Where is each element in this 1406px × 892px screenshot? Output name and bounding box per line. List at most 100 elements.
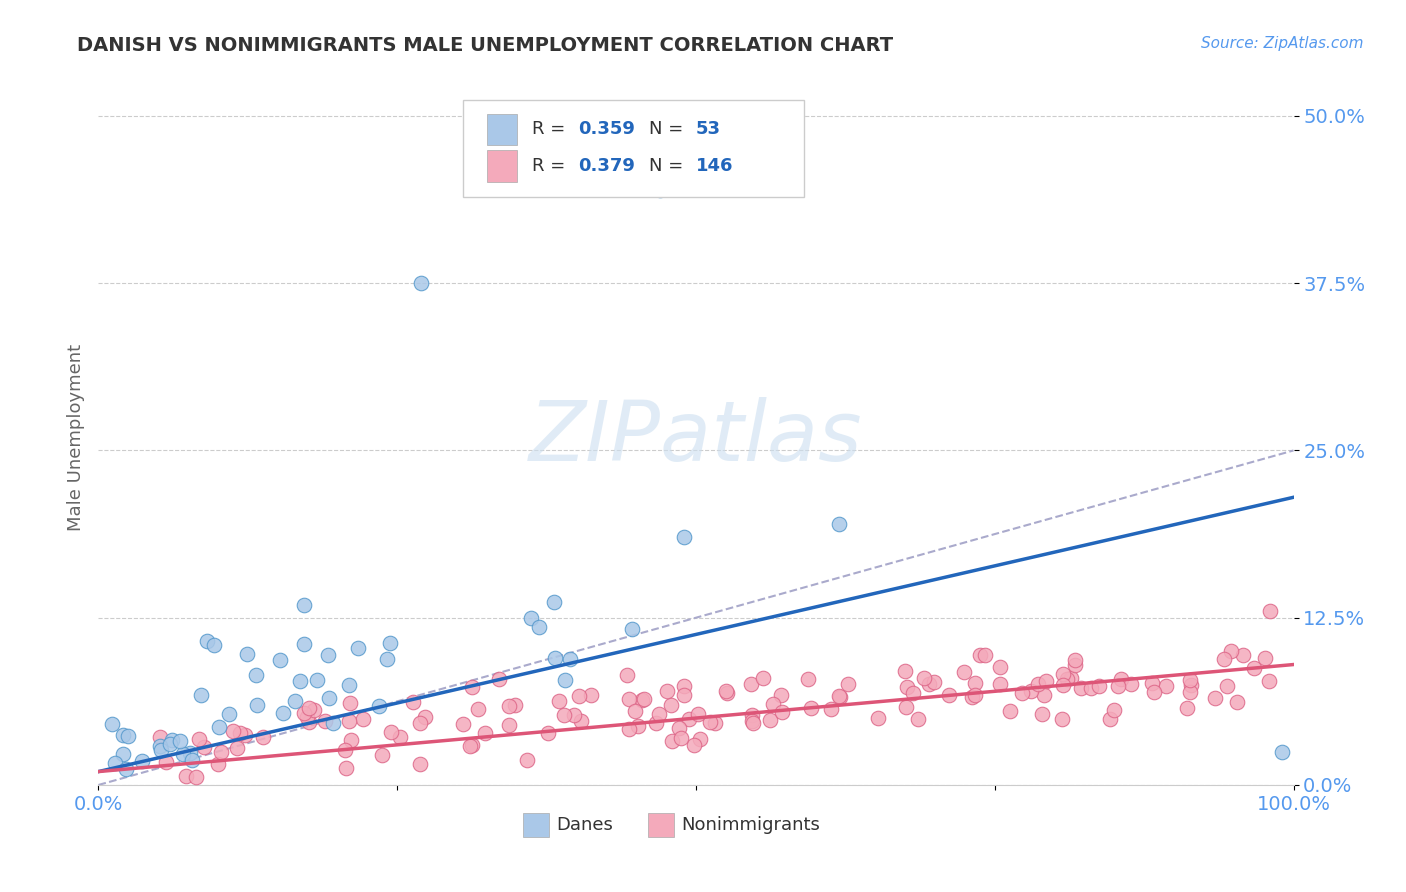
Point (294, 598, 316, 612)
Point (1257, 673, 1279, 688)
Point (624, 704, 647, 718)
Point (401, 696, 423, 710)
Point (1204, 690, 1226, 705)
Point (172, 747, 194, 761)
Point (1080, 681, 1102, 695)
Point (339, 732, 361, 747)
Point (225, 741, 247, 756)
Point (740, 677, 762, 691)
Point (1180, 678, 1202, 692)
Point (352, 712, 374, 726)
Point (179, 746, 201, 760)
Point (1011, 685, 1033, 699)
Bar (523, 813, 548, 837)
Point (288, 673, 311, 688)
Point (1111, 673, 1133, 687)
Point (1064, 653, 1087, 667)
Point (828, 516, 851, 531)
Point (292, 706, 315, 720)
Point (828, 690, 851, 705)
Point (218, 707, 240, 722)
Point (380, 725, 402, 739)
Point (112, 747, 135, 761)
Point (901, 686, 924, 700)
Point (389, 730, 412, 744)
Point (498, 699, 520, 714)
Point (1142, 684, 1164, 698)
Point (952, 665, 974, 680)
Point (1213, 652, 1236, 666)
Point (619, 692, 641, 706)
Point (101, 717, 124, 731)
Point (229, 726, 252, 740)
Bar (486, 151, 517, 182)
Point (837, 677, 859, 691)
Point (963, 675, 986, 690)
Point (688, 707, 710, 722)
Point (1064, 658, 1087, 673)
Point (245, 668, 267, 682)
Text: ZIPatlas: ZIPatlas (529, 397, 863, 477)
Point (1026, 677, 1049, 691)
Point (307, 673, 329, 688)
Text: N =: N = (650, 120, 689, 138)
Point (176, 769, 198, 783)
Point (467, 702, 489, 716)
Point (963, 689, 986, 703)
Point (1052, 666, 1074, 681)
Point (498, 717, 520, 731)
Point (1052, 712, 1074, 726)
Point (558, 651, 581, 665)
Point (1175, 701, 1198, 715)
Point (1258, 604, 1281, 618)
Point (335, 761, 357, 775)
Point (460, 681, 482, 695)
Point (104, 756, 127, 771)
Point (699, 715, 721, 730)
Point (770, 705, 793, 719)
Point (318, 691, 340, 706)
Point (284, 694, 307, 708)
Point (820, 702, 842, 716)
Point (669, 731, 692, 745)
Point (367, 699, 389, 714)
Point (673, 530, 696, 544)
Text: Source: ZipAtlas.com: Source: ZipAtlas.com (1201, 36, 1364, 51)
Point (1052, 678, 1074, 692)
Text: N =: N = (650, 157, 689, 175)
Point (316, 648, 339, 663)
Point (537, 726, 560, 740)
Point (752, 671, 775, 685)
Point (222, 723, 245, 738)
Point (655, 684, 678, 698)
Point (114, 762, 136, 776)
Text: R =: R = (533, 120, 571, 138)
Point (337, 714, 360, 728)
Point (246, 698, 269, 713)
Point (411, 277, 433, 291)
Point (938, 688, 960, 702)
Point (672, 688, 695, 702)
Text: Nonimmigrants: Nonimmigrants (682, 815, 821, 834)
Point (1087, 679, 1109, 693)
Point (117, 729, 139, 743)
Point (554, 673, 576, 687)
Point (562, 708, 585, 723)
Point (295, 710, 318, 724)
Text: 0.379: 0.379 (578, 157, 634, 175)
Point (998, 704, 1021, 718)
Point (233, 728, 256, 742)
Point (131, 754, 153, 768)
Point (1056, 672, 1078, 686)
Point (292, 637, 315, 651)
Point (451, 717, 474, 731)
Point (569, 714, 592, 728)
Point (1271, 744, 1294, 758)
Point (155, 755, 177, 769)
FancyBboxPatch shape (463, 100, 804, 197)
Point (742, 716, 765, 731)
Point (1180, 673, 1202, 687)
Text: Danes: Danes (557, 815, 613, 834)
Point (209, 745, 232, 759)
Point (193, 740, 215, 755)
